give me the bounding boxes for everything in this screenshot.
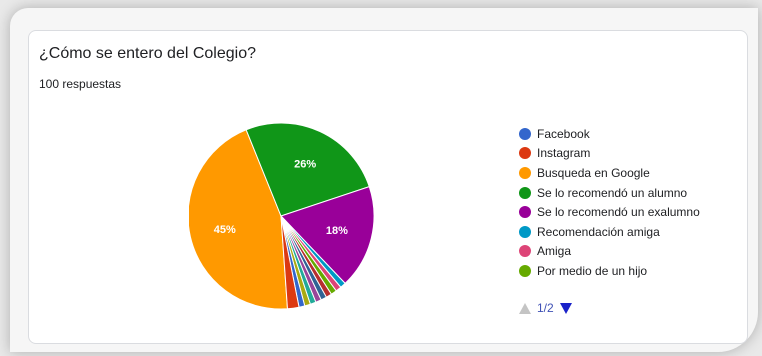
legend-pager: 1/2	[519, 301, 572, 315]
pie-slice[interactable]	[280, 215, 300, 310]
legend-item[interactable]: Recomendación amiga	[519, 222, 700, 242]
legend-label: Facebook	[537, 126, 590, 141]
legend-label: Recomendación amiga	[537, 224, 660, 239]
legend-swatch	[519, 264, 531, 277]
legend-swatch	[519, 127, 531, 140]
legend-item[interactable]: Instagram	[519, 144, 700, 164]
slice-percent-label: 45%	[214, 224, 236, 236]
legend-swatch	[519, 166, 531, 179]
legend-swatch	[519, 147, 531, 160]
legend-item[interactable]: Por medio de un hijo	[519, 261, 700, 281]
legend-label: Por medio de un hijo	[537, 263, 648, 278]
chart-legend: Facebook Instagram Busqueda en Google Se lo…	[519, 124, 700, 281]
legend-label: Instagram	[537, 146, 591, 161]
legend-swatch	[519, 245, 531, 258]
chart-title: ¿Cómo se entero del Colegio?	[39, 45, 257, 62]
chart-card: ¿Cómo se entero del Colegio? 100 respues…	[28, 30, 748, 344]
legend-label: Se lo recomendó un exalumno	[537, 205, 700, 220]
legend-swatch	[519, 206, 531, 219]
pie-slice[interactable]	[245, 122, 370, 217]
legend-label: Amiga	[537, 244, 572, 259]
pie-chart: 45% 26% 18%	[189, 122, 375, 310]
legend-item[interactable]: Se lo recomendó un alumno	[519, 183, 700, 203]
pie-slice[interactable]	[280, 186, 375, 285]
triangle-down-icon[interactable]	[559, 302, 572, 314]
legend-item[interactable]: Amiga	[519, 242, 700, 262]
legend-item[interactable]: Facebook	[519, 124, 700, 144]
response-count: 100 respuestas	[39, 77, 122, 91]
legend-label: Busqueda en Google	[537, 165, 650, 180]
legend-swatch	[519, 186, 531, 199]
slice-percent-label: 26%	[294, 159, 316, 171]
legend-label: Se lo recomendó un alumno	[537, 185, 688, 200]
triangle-up-icon[interactable]	[519, 302, 531, 314]
pie-slice[interactable]	[189, 129, 289, 310]
slice-percent-label: 18%	[326, 225, 348, 237]
pager-label: 1/2	[537, 301, 554, 315]
legend-item[interactable]: Se lo recomendó un exalumno	[519, 202, 700, 222]
legend-item[interactable]: Busqueda en Google	[519, 163, 700, 183]
legend-swatch	[519, 225, 531, 238]
